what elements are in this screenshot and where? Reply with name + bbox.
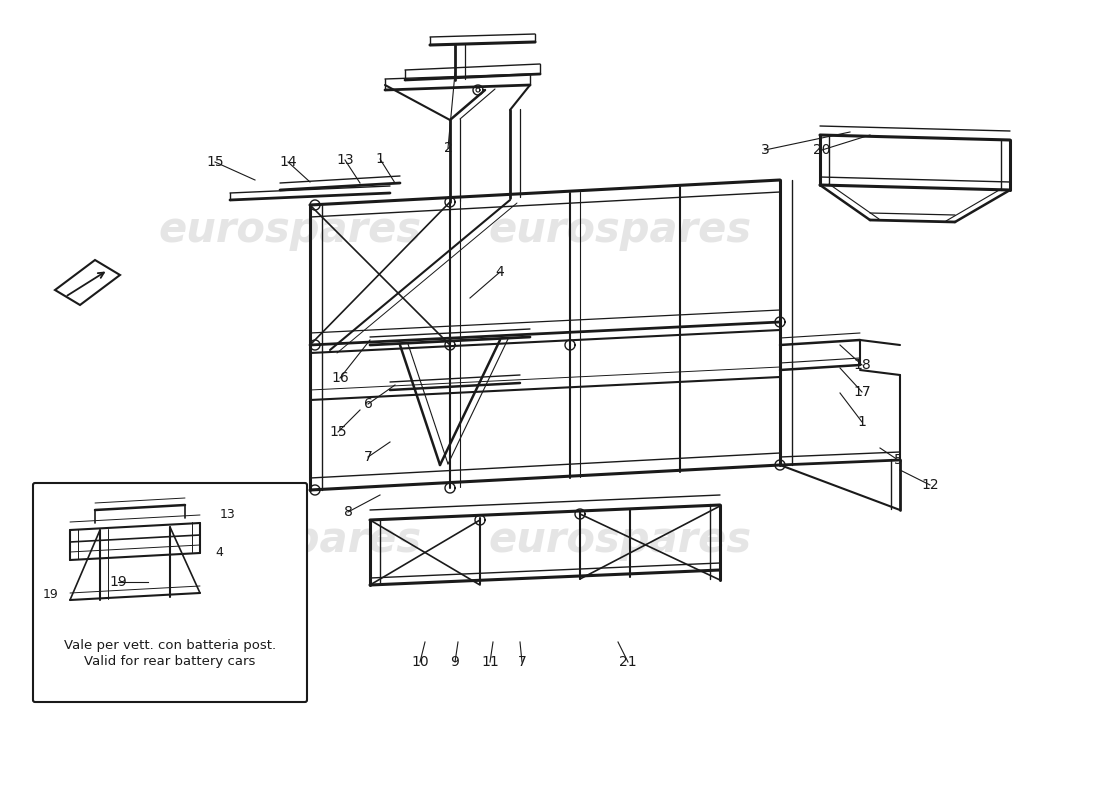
Text: 12: 12	[921, 478, 938, 492]
Text: 14: 14	[279, 155, 297, 169]
Text: 8: 8	[343, 505, 352, 519]
Text: 15: 15	[206, 155, 223, 169]
Text: Valid for rear battery cars: Valid for rear battery cars	[85, 655, 255, 669]
Text: 11: 11	[481, 655, 499, 669]
Text: 5: 5	[893, 453, 902, 467]
Text: 4: 4	[496, 265, 505, 279]
Text: 7: 7	[518, 655, 527, 669]
FancyBboxPatch shape	[33, 483, 307, 702]
Text: 19: 19	[109, 575, 126, 589]
Polygon shape	[55, 260, 120, 305]
Text: 2: 2	[443, 141, 452, 155]
Text: eurospares: eurospares	[488, 519, 751, 561]
Text: 1: 1	[858, 415, 867, 429]
Text: 4: 4	[214, 546, 223, 558]
Text: 13: 13	[220, 509, 235, 522]
Text: eurospares: eurospares	[488, 209, 751, 251]
Text: eurospares: eurospares	[158, 519, 421, 561]
Text: 1: 1	[375, 152, 384, 166]
Text: 6: 6	[364, 397, 373, 411]
Text: 21: 21	[619, 655, 637, 669]
Text: 15: 15	[329, 425, 346, 439]
Text: 10: 10	[411, 655, 429, 669]
Text: 18: 18	[854, 358, 871, 372]
Text: 20: 20	[813, 143, 830, 157]
Text: eurospares: eurospares	[158, 209, 421, 251]
Text: 17: 17	[854, 385, 871, 399]
Text: 16: 16	[331, 371, 349, 385]
Text: Vale per vett. con batteria post.: Vale per vett. con batteria post.	[64, 638, 276, 651]
Text: 7: 7	[364, 450, 373, 464]
Text: 13: 13	[337, 153, 354, 167]
Text: 3: 3	[760, 143, 769, 157]
Text: 19: 19	[42, 589, 58, 602]
Text: 9: 9	[451, 655, 460, 669]
